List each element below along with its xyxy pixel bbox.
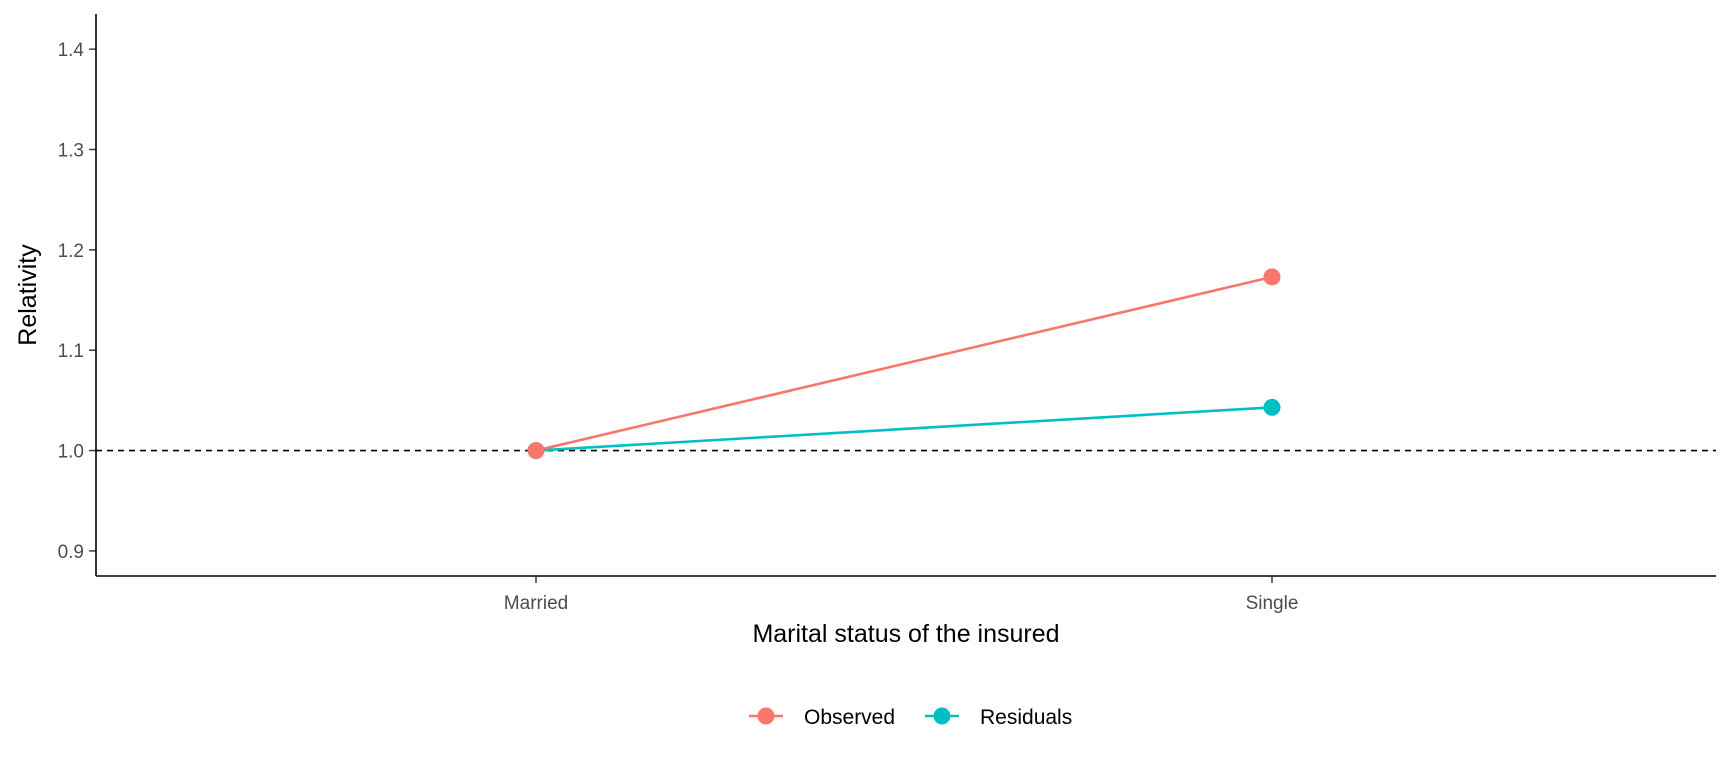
series-line-observed	[535, 275, 1273, 452]
x-tick-label: Single	[1246, 593, 1299, 614]
y-tick-label: 1.3	[58, 140, 84, 161]
legend-key-point-observed	[757, 707, 775, 725]
y-tick-label: 1.1	[58, 341, 84, 362]
y-tick-label: 1.0	[58, 442, 84, 463]
series-line-residuals	[535, 406, 1273, 452]
legend-label-residuals: Residuals	[980, 706, 1072, 729]
x-axis-ticks: Married Single	[504, 576, 1299, 614]
y-axis-title: Relativity	[14, 244, 42, 346]
series-layer	[527, 268, 1281, 460]
legend-label-observed: Observed	[804, 706, 895, 729]
y-tick-label: 1.2	[58, 241, 84, 262]
data-point-residuals	[1263, 398, 1281, 416]
legend: Observed Residuals	[749, 706, 1072, 729]
data-point-observed	[527, 442, 545, 460]
legend-key-point-residuals	[933, 707, 951, 725]
y-axis-ticks: 0.9 1.0 1.1 1.2 1.3 1.4	[58, 40, 96, 563]
y-tick-label: 1.4	[58, 40, 85, 61]
x-tick-label: Married	[504, 593, 568, 614]
x-axis-title: Marital status of the insured	[752, 620, 1059, 648]
data-point-observed	[1263, 268, 1281, 286]
y-tick-label: 0.9	[58, 542, 84, 563]
